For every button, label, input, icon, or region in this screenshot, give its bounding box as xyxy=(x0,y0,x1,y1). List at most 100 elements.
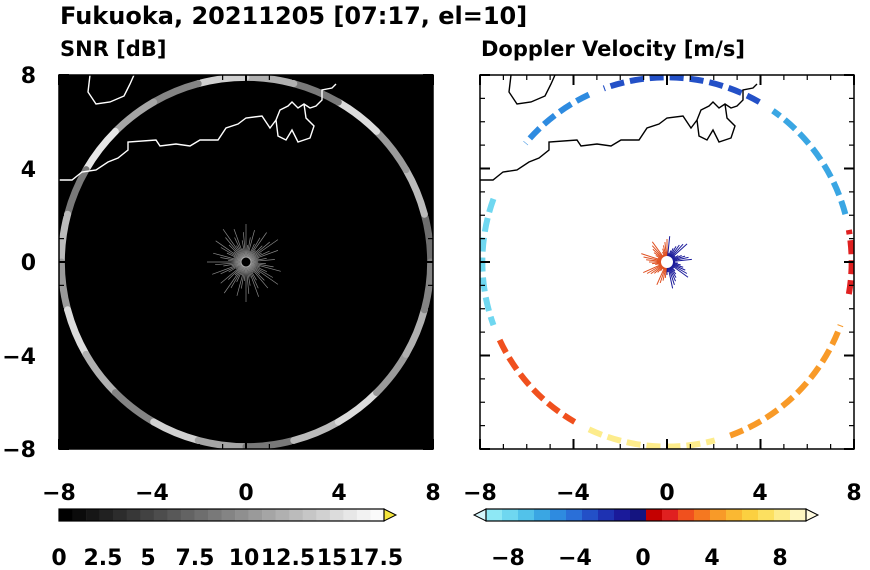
colorbar-cell xyxy=(235,509,249,521)
doppler-colorbar-label: 0 xyxy=(635,546,650,570)
colorbar-cell xyxy=(59,509,73,521)
snr-clutter-ray xyxy=(222,229,247,263)
colorbar-cell xyxy=(678,509,695,521)
colorbar-extend-high xyxy=(805,508,820,522)
doppler-xtick-label: −8 xyxy=(463,481,497,506)
colorbar-cell xyxy=(694,509,711,521)
snr-x-tick-labels: −8 −4 0 4 8 xyxy=(42,481,441,506)
doppler-colorbar-label: −4 xyxy=(558,546,592,570)
colorbar-cell xyxy=(302,509,317,521)
colorbar-cell xyxy=(194,509,209,521)
doppler-colorbar-label: 4 xyxy=(704,546,719,570)
colorbar-cell xyxy=(167,509,182,521)
doppler-xtick-label: 8 xyxy=(846,481,861,506)
colorbar-cell xyxy=(180,509,195,521)
doppler-coastline xyxy=(480,75,758,181)
snr-clutter-ray xyxy=(245,239,279,263)
snr-colorbar-tick-labels: 0 2.5 5 7.5 10 12.5 15 17.5 xyxy=(51,546,403,570)
colorbar-cell xyxy=(289,509,304,521)
colorbar-cell xyxy=(86,509,100,521)
snr-xtick-label: 0 xyxy=(238,481,253,506)
colorbar-cell xyxy=(614,509,631,521)
snr-colorbar-label: 7.5 xyxy=(176,546,215,570)
snr-ytick-label: −4 xyxy=(2,345,36,370)
doppler-echo-segment xyxy=(587,426,716,449)
colorbar-cell xyxy=(275,509,290,521)
colorbar-cell xyxy=(221,509,236,521)
snr-echo-ring xyxy=(59,75,433,449)
snr-clutter-ray xyxy=(245,250,279,263)
colorbar-cell xyxy=(126,509,141,521)
snr-xtick-label: 4 xyxy=(331,481,346,506)
colorbar-cell xyxy=(582,509,599,521)
colorbar-cell xyxy=(343,509,358,521)
colorbar-extend-high xyxy=(383,508,398,522)
snr-xtick-label: −8 xyxy=(42,481,76,506)
colorbar-cell xyxy=(518,509,535,521)
doppler-echo-segment xyxy=(496,338,577,425)
colorbar-cell xyxy=(140,509,155,521)
snr-colorbar-label: 17.5 xyxy=(349,546,403,570)
colorbar-cell xyxy=(534,509,551,521)
doppler-panel-title: Doppler Velocity [m/s] xyxy=(481,37,745,61)
snr-clutter-ray xyxy=(223,261,247,294)
snr-colorbar xyxy=(58,508,398,522)
snr-clutter-ray xyxy=(220,261,247,284)
snr-ytick-label: 0 xyxy=(21,251,36,276)
doppler-xtick-label: −4 xyxy=(556,481,590,506)
snr-clutter-ray xyxy=(215,240,247,263)
doppler-near-range-clutter xyxy=(641,236,692,289)
doppler-colorbar-tick-labels: −8 −4 0 4 8 xyxy=(491,546,788,570)
doppler-colorbar-label: −8 xyxy=(491,546,525,570)
colorbar-cell xyxy=(207,509,222,521)
colorbar-cell xyxy=(710,509,727,521)
colorbar-frame xyxy=(485,508,807,522)
snr-colorbar-label: 12.5 xyxy=(261,546,315,570)
colorbar-cell xyxy=(550,509,567,521)
colorbar-frame xyxy=(58,508,385,522)
colorbar-cell xyxy=(329,509,344,521)
snr-colorbar-label: 15 xyxy=(317,546,348,570)
doppler-colorbar xyxy=(472,508,820,522)
snr-clutter-ray xyxy=(245,261,281,272)
snr-clutter-ray xyxy=(245,230,255,263)
doppler-axis-ticks xyxy=(479,74,855,450)
snr-panel: SNR [dB] −8 −4 0 4 8 8 4 0 −4 −8 xyxy=(2,37,440,570)
colorbar-cell xyxy=(742,509,759,521)
doppler-echo-segment xyxy=(523,91,591,146)
figure-title: Fukuoka, 20211205 [07:17, el=10] xyxy=(60,2,527,30)
colorbar-cell xyxy=(113,509,128,521)
radar-site-marker xyxy=(661,256,673,268)
colorbar-cell xyxy=(662,509,679,521)
snr-clutter-ray xyxy=(212,261,247,275)
colorbar-cell xyxy=(502,509,519,521)
colorbar-cell xyxy=(758,509,775,521)
snr-clutter-ray xyxy=(245,261,279,285)
snr-y-tick-labels: 8 4 0 −4 −8 xyxy=(2,64,36,463)
snr-colorbar-label: 10 xyxy=(229,546,260,570)
snr-clutter-ray xyxy=(213,252,247,263)
snr-colorbar-label: 2.5 xyxy=(84,546,123,570)
snr-xtick-label: −4 xyxy=(135,481,169,506)
colorbar-cell xyxy=(262,509,276,521)
colorbar-cell xyxy=(356,509,371,521)
snr-ytick-label: 4 xyxy=(21,158,36,183)
snr-near-range-clutter xyxy=(207,224,281,302)
doppler-colorbar-label: 8 xyxy=(772,546,787,570)
colorbar-cell xyxy=(774,509,791,521)
colorbar-cell xyxy=(646,509,663,521)
snr-clutter-ray xyxy=(245,261,269,289)
colorbar-cell xyxy=(99,509,114,521)
doppler-panel: Doppler Velocity [m/s] −8 −4 0 4 8 −8 −4… xyxy=(463,37,862,570)
snr-clutter-ray xyxy=(236,261,247,296)
colorbar-cell xyxy=(598,509,615,521)
colorbar-cell xyxy=(153,509,168,521)
colorbar-cell xyxy=(370,509,385,521)
colorbar-cell xyxy=(790,509,807,521)
colorbar-cell xyxy=(486,509,503,521)
snr-ytick-label: −8 xyxy=(2,438,36,463)
snr-clutter-ray xyxy=(233,228,247,263)
colorbar-cell xyxy=(566,509,583,521)
doppler-xtick-label: 0 xyxy=(659,481,674,506)
